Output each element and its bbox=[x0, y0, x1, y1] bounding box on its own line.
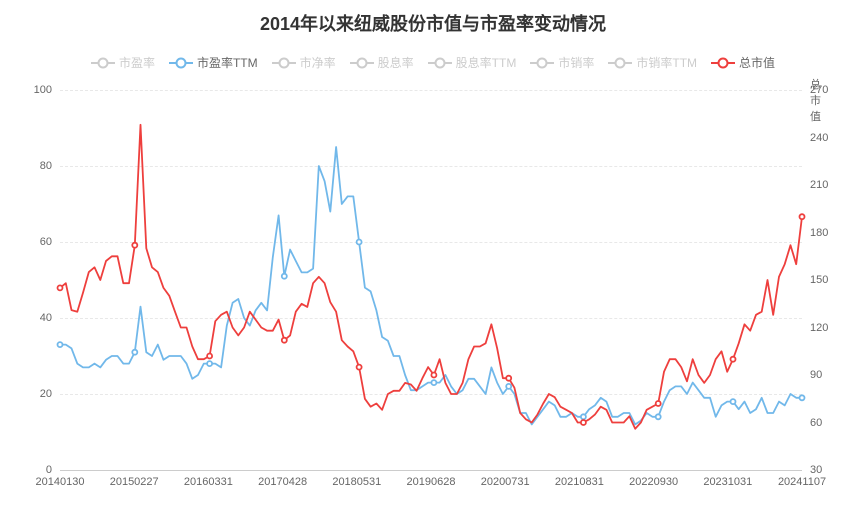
y-right-title: 总市值 bbox=[810, 76, 821, 124]
y-left-tick: 60 bbox=[20, 236, 52, 248]
legend-label: 市盈率 bbox=[119, 54, 155, 71]
series-marker-mktcap bbox=[800, 214, 805, 219]
series-marker-pe_ttm bbox=[431, 380, 436, 385]
y-left-tick: 100 bbox=[20, 84, 52, 96]
series-marker-pe_ttm bbox=[357, 240, 362, 245]
series-marker-mktcap bbox=[357, 365, 362, 370]
series-marker-mktcap bbox=[132, 243, 137, 248]
x-tick: 20150227 bbox=[110, 476, 159, 488]
x-tick: 20140130 bbox=[36, 476, 85, 488]
series-marker-mktcap bbox=[58, 285, 63, 290]
series-marker-pe_ttm bbox=[207, 361, 212, 366]
series-svg bbox=[60, 90, 802, 470]
legend-marker-icon bbox=[169, 57, 193, 69]
legend-item-mktcap[interactable]: 总市值 bbox=[711, 54, 775, 71]
y-right-tick: 90 bbox=[810, 369, 822, 381]
chart-title: 2014年以来纽威股份市值与市盈率变动情况 bbox=[20, 10, 846, 36]
legend-item-ps[interactable]: 市销率 bbox=[530, 54, 594, 71]
legend-item-ps_ttm[interactable]: 市销率TTM bbox=[608, 54, 697, 71]
x-tick: 20210831 bbox=[555, 476, 604, 488]
y-left-tick: 40 bbox=[20, 312, 52, 324]
y-left-tick: 0 bbox=[20, 464, 52, 476]
legend-label: 股息率TTM bbox=[456, 54, 517, 71]
legend-marker-icon bbox=[711, 57, 735, 69]
legend-label: 股息率 bbox=[378, 54, 414, 71]
chart-area: 020406080100306090120150180210240270总市值2… bbox=[20, 79, 846, 509]
legend-label: 市销率TTM bbox=[636, 54, 697, 71]
series-marker-pe_ttm bbox=[656, 414, 661, 419]
x-tick: 20200731 bbox=[481, 476, 530, 488]
series-marker-mktcap bbox=[431, 373, 436, 378]
legend-marker-icon bbox=[350, 57, 374, 69]
series-marker-pe_ttm bbox=[282, 274, 287, 279]
legend-item-pe[interactable]: 市盈率 bbox=[91, 54, 155, 71]
y-right-tick: 30 bbox=[810, 464, 822, 476]
x-tick: 20190628 bbox=[407, 476, 456, 488]
y-right-tick: 60 bbox=[810, 417, 822, 429]
x-tick: 20160331 bbox=[184, 476, 233, 488]
series-marker-pe_ttm bbox=[506, 384, 511, 389]
y-right-tick: 150 bbox=[810, 274, 828, 286]
y-left-tick: 20 bbox=[20, 388, 52, 400]
x-tick: 20231031 bbox=[703, 476, 752, 488]
series-marker-pe_ttm bbox=[800, 395, 805, 400]
series-marker-mktcap bbox=[207, 354, 212, 359]
series-marker-mktcap bbox=[656, 401, 661, 406]
legend-label: 市盈率TTM bbox=[197, 54, 258, 71]
legend-item-dy_ttm[interactable]: 股息率TTM bbox=[428, 54, 517, 71]
legend-label: 总市值 bbox=[739, 54, 775, 71]
series-marker-mktcap bbox=[581, 420, 586, 425]
x-tick: 20170428 bbox=[258, 476, 307, 488]
series-marker-mktcap bbox=[731, 357, 736, 362]
legend-marker-icon bbox=[530, 57, 554, 69]
x-tick: 20241107 bbox=[778, 476, 826, 488]
legend-item-pe_ttm[interactable]: 市盈率TTM bbox=[169, 54, 258, 71]
x-tick: 20220930 bbox=[629, 476, 678, 488]
y-left-tick: 80 bbox=[20, 160, 52, 172]
y-right-tick: 120 bbox=[810, 322, 828, 334]
legend-item-dy[interactable]: 股息率 bbox=[350, 54, 414, 71]
plot-area: 020406080100306090120150180210240270总市值2… bbox=[60, 89, 802, 469]
legend-marker-icon bbox=[91, 57, 115, 69]
y-right-tick: 180 bbox=[810, 227, 828, 239]
series-marker-pe_ttm bbox=[58, 342, 63, 347]
y-right-tick: 240 bbox=[810, 132, 828, 144]
legend-label: 市销率 bbox=[558, 54, 594, 71]
legend-item-pb[interactable]: 市净率 bbox=[272, 54, 336, 71]
y-right-tick: 210 bbox=[810, 179, 828, 191]
x-axis-line bbox=[60, 470, 802, 471]
series-marker-pe_ttm bbox=[132, 350, 137, 355]
series-marker-mktcap bbox=[282, 338, 287, 343]
legend-marker-icon bbox=[608, 57, 632, 69]
legend-label: 市净率 bbox=[300, 54, 336, 71]
series-marker-pe_ttm bbox=[731, 399, 736, 404]
series-marker-mktcap bbox=[506, 376, 511, 381]
legend-marker-icon bbox=[428, 57, 452, 69]
legend-marker-icon bbox=[272, 57, 296, 69]
x-tick: 20180531 bbox=[332, 476, 381, 488]
series-marker-pe_ttm bbox=[581, 414, 586, 419]
legend: 市盈率 市盈率TTM 市净率 股息率 股息率TTM 市销率 市销率TTM 总市值 bbox=[20, 54, 846, 71]
